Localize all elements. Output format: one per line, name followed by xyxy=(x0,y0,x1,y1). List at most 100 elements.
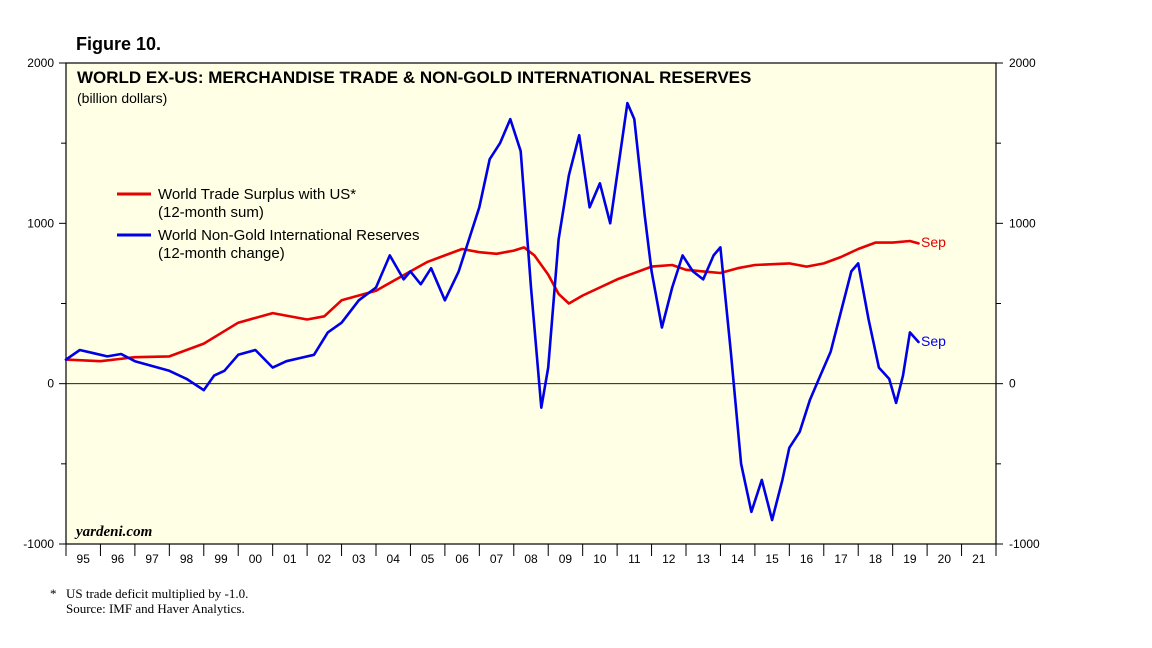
data-point-trade-surplus xyxy=(134,356,136,358)
x-tick-label: 19 xyxy=(903,552,917,566)
data-point-trade-surplus xyxy=(375,290,377,292)
data-point-reserves xyxy=(237,354,239,356)
x-tick-label: 00 xyxy=(249,552,263,566)
data-point-reserves xyxy=(692,270,694,273)
x-tick-label: 17 xyxy=(834,552,848,566)
data-point-reserves xyxy=(616,174,618,176)
data-point-trade-surplus xyxy=(461,248,463,250)
data-point-reserves xyxy=(299,357,301,359)
footnote-note: US trade deficit multiplied by -1.0. xyxy=(66,586,249,601)
x-tick-label: 13 xyxy=(697,552,711,566)
x-tick-label: 08 xyxy=(524,552,538,566)
data-point-reserves xyxy=(850,270,852,273)
data-point-reserves xyxy=(185,378,188,380)
x-tick-label: 05 xyxy=(421,552,435,566)
data-point-reserves xyxy=(788,447,790,449)
x-tick-label: 15 xyxy=(765,552,779,566)
data-point-trade-surplus xyxy=(306,318,308,321)
data-point-reserves xyxy=(857,262,859,265)
data-point-trade-surplus xyxy=(323,315,325,317)
data-point-reserves xyxy=(223,370,226,372)
data-point-reserves xyxy=(781,479,784,481)
data-point-trade-surplus xyxy=(702,270,704,273)
y-tick-label-right: -1000 xyxy=(1009,537,1040,551)
x-tick-label: 03 xyxy=(352,552,366,566)
data-point-reserves xyxy=(761,479,763,481)
data-point-trade-surplus xyxy=(671,264,673,266)
data-point-reserves xyxy=(719,246,722,248)
data-point-reserves xyxy=(420,283,422,285)
data-point-reserves xyxy=(547,367,549,369)
data-point-reserves xyxy=(661,326,663,329)
y-axes: -1000 -1000 0 0 1000 1000 2000 2000 xyxy=(23,56,1040,551)
data-point-reserves xyxy=(909,331,911,333)
data-point-trade-surplus xyxy=(495,253,498,255)
data-point-trade-surplus xyxy=(547,274,549,276)
data-point-reserves xyxy=(285,360,288,362)
x-tick-label: 04 xyxy=(387,552,401,566)
data-point-trade-surplus xyxy=(874,241,877,244)
x-tick-label: 20 xyxy=(938,552,952,566)
x-tick-label: 09 xyxy=(559,552,573,566)
data-point-trade-surplus xyxy=(203,342,205,345)
data-point-reserves xyxy=(633,118,635,120)
data-point-reserves xyxy=(540,407,542,409)
x-tick-label: 07 xyxy=(490,552,504,566)
data-point-trade-surplus xyxy=(237,322,239,324)
legend: World Trade Surplus with US* (12-month s… xyxy=(117,186,420,262)
data-point-trade-surplus xyxy=(272,312,274,314)
data-point-trade-surplus xyxy=(805,266,808,268)
data-point-reserves xyxy=(358,299,360,301)
data-point-reserves xyxy=(254,349,257,351)
data-point-reserves xyxy=(917,341,920,343)
data-point-reserves xyxy=(702,278,704,281)
data-point-reserves xyxy=(134,360,136,362)
data-point-reserves xyxy=(681,254,684,256)
data-point-reserves xyxy=(151,365,153,367)
footnote-star: * xyxy=(50,586,57,601)
data-point-reserves xyxy=(409,270,412,273)
data-point-reserves xyxy=(599,182,601,184)
x-tick-label: 99 xyxy=(214,552,228,566)
data-point-reserves xyxy=(509,118,511,120)
data-point-reserves xyxy=(740,463,742,465)
x-axis: 95 96 97 98 99 00 01 02 03 04 05 06 07 08 09 10 11 12 13 14… xyxy=(65,544,997,566)
data-point-trade-surplus xyxy=(427,261,429,263)
data-point-reserves xyxy=(203,389,205,391)
data-point-reserves xyxy=(444,299,446,301)
x-tick-label: 95 xyxy=(77,552,91,566)
y-tick-label-left: 0 xyxy=(47,377,54,391)
data-point-reserves xyxy=(557,238,560,240)
data-point-reserves xyxy=(712,254,715,256)
data-point-trade-surplus xyxy=(892,241,894,244)
data-point-reserves xyxy=(578,134,580,136)
data-point-reserves xyxy=(120,353,122,355)
x-tick-label: 97 xyxy=(145,552,159,566)
y-tick-label-left: 1000 xyxy=(27,216,54,230)
y-tick-label-right: 2000 xyxy=(1009,56,1036,70)
x-tick-label: 96 xyxy=(111,552,125,566)
data-point-trade-surplus xyxy=(737,267,739,269)
data-point-trade-surplus xyxy=(754,264,756,266)
data-point-reserves xyxy=(671,286,673,289)
data-point-trade-surplus xyxy=(533,254,536,256)
footnote-source: Source: IMF and Haver Analytics. xyxy=(66,601,245,616)
data-point-reserves xyxy=(799,431,801,433)
legend-sublabel-red: (12-month sum) xyxy=(158,204,264,221)
data-point-reserves xyxy=(168,370,170,372)
legend-label-red: World Trade Surplus with US* xyxy=(158,186,356,203)
data-point-reserves xyxy=(650,270,653,273)
x-tick-label: 02 xyxy=(318,552,332,566)
x-tick-label: 18 xyxy=(869,552,883,566)
data-point-reserves xyxy=(468,238,470,240)
data-point-trade-surplus xyxy=(568,302,570,305)
data-point-trade-surplus xyxy=(823,262,825,265)
legend-label-blue: World Non-Gold International Reserves xyxy=(158,227,420,244)
data-point-reserves xyxy=(402,278,405,281)
data-point-trade-surplus xyxy=(340,299,343,301)
data-point-trade-surplus xyxy=(788,262,790,265)
data-point-reserves xyxy=(730,351,732,353)
data-point-trade-surplus xyxy=(917,242,920,244)
data-point-reserves xyxy=(340,322,343,324)
